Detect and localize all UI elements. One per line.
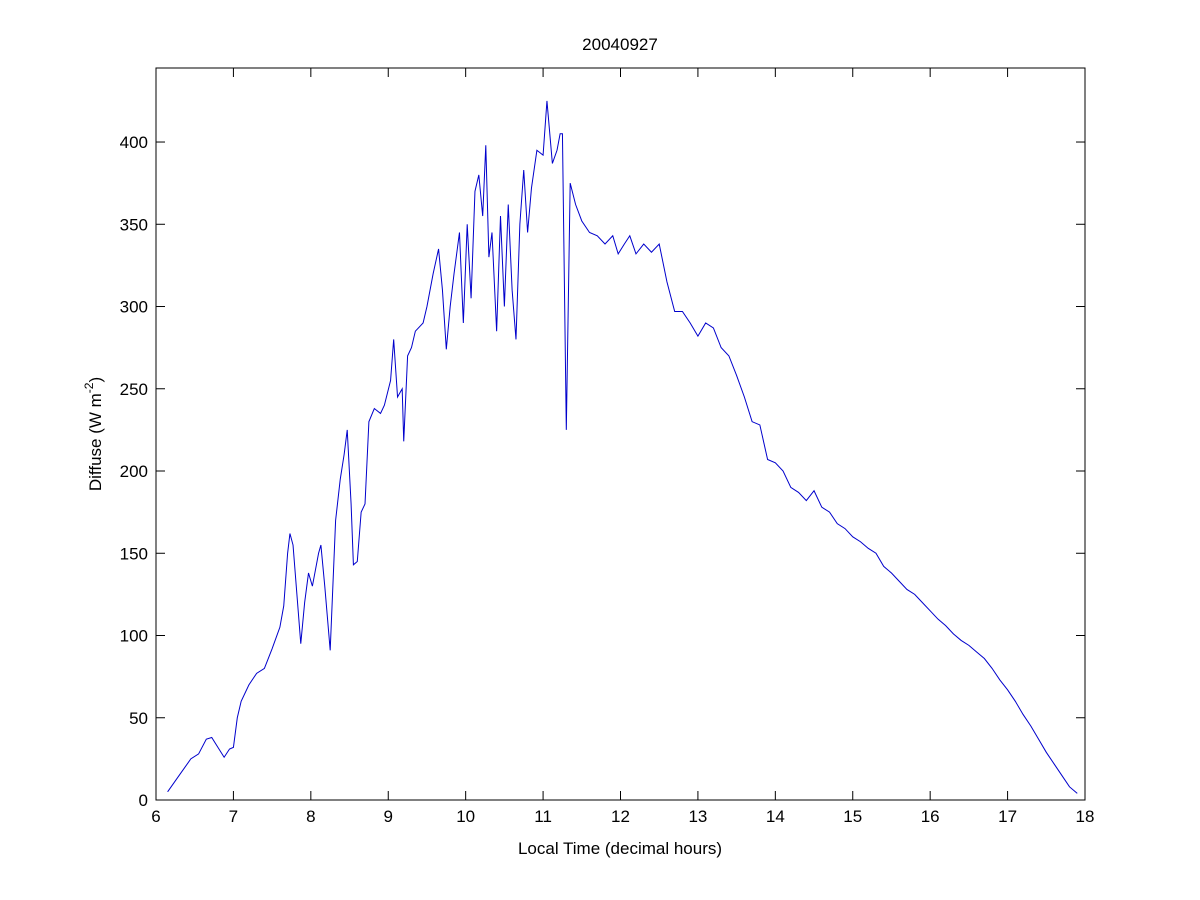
y-tick-label: 300	[120, 298, 148, 317]
y-tick-label: 0	[139, 791, 148, 810]
x-tick-label: 15	[843, 807, 862, 826]
x-tick-label: 10	[456, 807, 475, 826]
x-tick-label: 14	[766, 807, 785, 826]
y-tick-label: 350	[120, 215, 148, 234]
x-tick-label: 11	[534, 807, 552, 826]
x-tick-label: 6	[151, 807, 160, 826]
y-tick-label: 50	[129, 709, 148, 728]
y-axis-label: Diffuse (W m-2)	[82, 377, 105, 491]
chart-title: 20040927	[582, 35, 658, 54]
data-line	[167, 100, 1078, 794]
y-tick-label: 150	[120, 544, 148, 563]
x-tick-label: 16	[921, 807, 940, 826]
y-label-text: Diffuse (W m	[86, 393, 105, 491]
x-tick-label: 18	[1076, 807, 1095, 826]
y-label-superscript: -2	[82, 382, 96, 393]
x-axis-label: Local Time (decimal hours)	[518, 839, 722, 858]
y-tick-label: 250	[120, 380, 148, 399]
y-tick-label: 400	[120, 133, 148, 152]
x-tick-label: 8	[306, 807, 315, 826]
x-tick-label: 17	[998, 807, 1017, 826]
y-tick-label: 200	[120, 462, 148, 481]
y-label-suffix: )	[86, 377, 105, 383]
x-tick-label: 9	[384, 807, 393, 826]
x-tick-label: 13	[688, 807, 707, 826]
x-tick-label: 12	[611, 807, 630, 826]
y-tick-label: 100	[120, 627, 148, 646]
x-tick-label: 7	[229, 807, 238, 826]
